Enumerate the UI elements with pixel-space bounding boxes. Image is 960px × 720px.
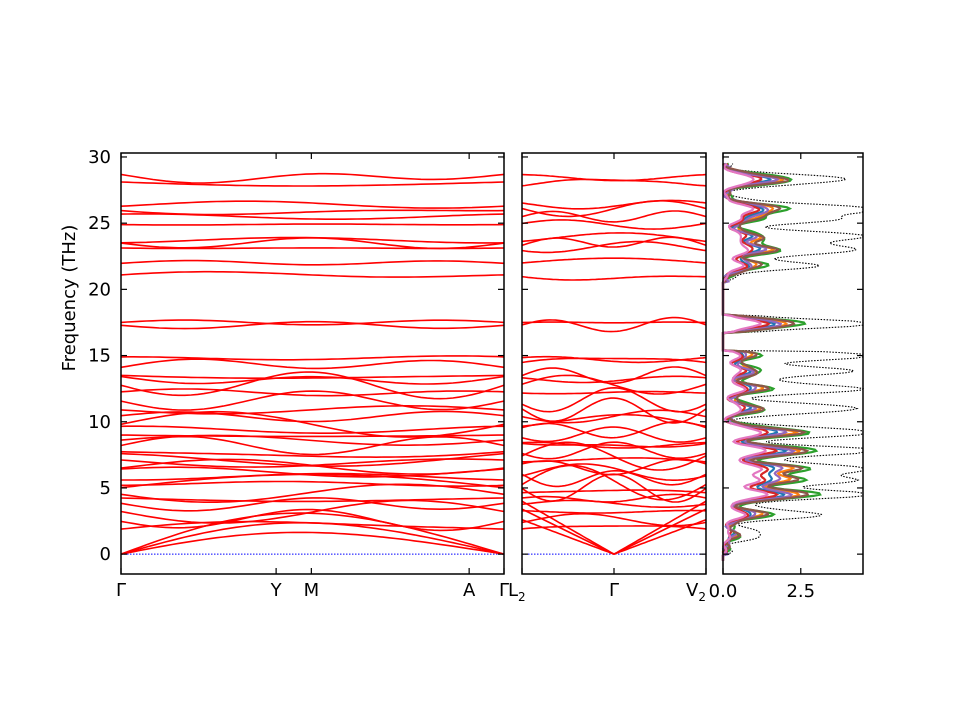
path1-band	[120, 371, 505, 400]
path1-band	[120, 358, 505, 370]
x-tick-label: Γ	[499, 580, 509, 601]
path2-band	[521, 489, 707, 494]
path1-band	[120, 374, 505, 379]
path2-band	[522, 457, 707, 463]
path1-band	[120, 259, 505, 266]
path2-band	[521, 316, 707, 333]
path1-band	[120, 223, 505, 226]
path1-band	[120, 435, 505, 456]
path2-band	[521, 275, 706, 281]
path1-band	[120, 405, 505, 415]
path1-band	[120, 390, 505, 411]
y-tick-label: 10	[88, 412, 111, 433]
path2-band	[521, 386, 707, 413]
path2-band	[521, 397, 707, 424]
path2-band	[521, 464, 707, 501]
path1-band	[120, 531, 505, 555]
path1-band	[120, 452, 505, 468]
path1-band	[120, 355, 505, 361]
path2-band	[521, 200, 707, 218]
band-panel-2: L2 Γ V2	[508, 152, 707, 604]
path2-band	[521, 525, 707, 530]
path2-band	[521, 374, 707, 395]
path2-band	[521, 441, 707, 471]
band-panel-1-frame	[120, 152, 505, 575]
x-tick-label: Γ	[116, 580, 126, 601]
x-tick-label: Γ	[609, 580, 619, 601]
path2-band	[521, 426, 707, 443]
path2-band	[521, 257, 707, 264]
x-tick-label: A	[463, 580, 476, 601]
path2-band	[521, 366, 707, 385]
y-tick-label: 25	[88, 213, 111, 234]
path1-band	[120, 209, 505, 216]
path1-band	[120, 375, 505, 385]
path2-band	[521, 210, 707, 223]
path2-band	[521, 357, 707, 364]
y-tick-label: 5	[100, 478, 111, 499]
path1-band	[120, 497, 505, 503]
path2-band	[521, 355, 707, 364]
path1-band	[120, 466, 505, 478]
x-tick-label: M	[304, 580, 320, 601]
path2-band	[521, 321, 707, 324]
y-tick-label: 0	[100, 544, 111, 565]
path2-band	[521, 420, 707, 439]
path2-band	[521, 442, 707, 448]
path2-band	[521, 463, 707, 481]
path2-band	[521, 441, 707, 460]
path2-band	[521, 232, 707, 243]
dos-partial-curve	[721, 163, 770, 561]
path1-band	[120, 508, 505, 532]
path1-band	[120, 320, 505, 330]
path1-band	[121, 472, 505, 481]
path1-band	[120, 450, 505, 459]
path1-band	[120, 520, 505, 530]
y-tick-label: 15	[88, 346, 111, 367]
path2-band	[521, 173, 707, 182]
x-tick-label: V2	[686, 580, 706, 604]
path1-band	[120, 425, 504, 434]
path1-band	[120, 172, 505, 184]
path2-band	[521, 240, 707, 254]
path2-band	[521, 500, 707, 556]
path1-band	[120, 512, 505, 555]
dos-panel: 0.0 2.5	[709, 152, 865, 602]
path1-band	[120, 200, 505, 209]
path2-band	[522, 509, 707, 514]
path2-band	[521, 493, 707, 503]
x-tick-label: Y	[270, 580, 283, 601]
dos-x-tick-label: 0.0	[709, 581, 738, 602]
y-tick-label: 30	[88, 147, 111, 168]
path2-band	[521, 219, 707, 230]
path1-band	[120, 319, 505, 326]
path1-band	[120, 499, 505, 524]
dos-partial-curve	[721, 162, 810, 561]
path1-band	[120, 497, 505, 512]
band-panel-1: 0 5 10 15 20 25 30 Γ Y M A Γ	[88, 147, 509, 601]
path1-band	[121, 480, 505, 488]
path1-band	[120, 270, 505, 278]
dos-x-tick-label: 2.5	[786, 581, 815, 602]
x-tick-label: L2	[508, 580, 526, 604]
path2-band	[521, 375, 707, 384]
path2-band	[521, 199, 707, 210]
path2-band	[521, 513, 707, 527]
path1-band	[120, 236, 505, 244]
path2-band	[521, 470, 707, 488]
dos-panel-frame	[722, 152, 864, 575]
path1-band	[120, 388, 505, 397]
y-axis-title: Frequency (THz)	[59, 225, 80, 372]
path1-band	[120, 410, 505, 423]
path1-band	[120, 181, 505, 187]
y-tick-label: 20	[88, 279, 111, 300]
path2-band	[521, 508, 707, 555]
path2-band	[521, 441, 707, 449]
